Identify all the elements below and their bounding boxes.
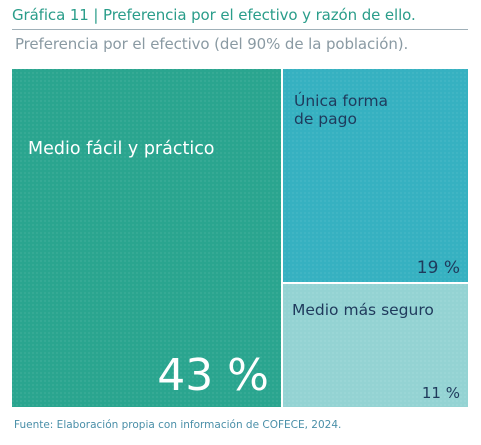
chart-subtitle: Preferencia por el efectivo (del 90% de … — [15, 35, 409, 53]
title-divider — [12, 29, 468, 30]
tile-texture — [12, 69, 281, 407]
tile-label-unica-forma-de-pago: Única forma de pago — [294, 91, 388, 128]
tile-texture — [283, 69, 468, 282]
chart-title: Gráfica 11 | Preferencia por el efectivo… — [12, 6, 416, 24]
tile-value-medio-facil-y-practico: 43 % — [157, 350, 269, 401]
tile-value-unica-forma-de-pago: 19 % — [417, 258, 460, 278]
tile-value-medio-mas-seguro: 11 % — [422, 384, 460, 402]
tile-label-medio-mas-seguro: Medio más seguro — [292, 301, 434, 319]
tile-label-medio-facil-y-practico: Medio fácil y práctico — [28, 139, 215, 159]
chart-source: Fuente: Elaboración propia con informaci… — [14, 419, 342, 431]
tile-texture — [283, 284, 468, 407]
